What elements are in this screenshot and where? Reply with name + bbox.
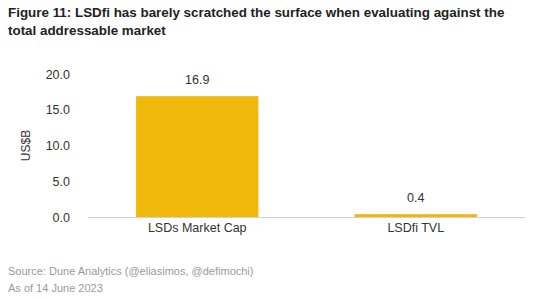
chart-canvas: 0.0 5.0 10.0 15.0 20.0 US$B LSDs Market Cap LSD…: [0, 0, 538, 300]
y-tick-label: 10.0: [46, 139, 70, 153]
y-axis-label: US$B: [19, 130, 33, 161]
y-tick-label: 5.0: [53, 175, 70, 189]
y-tick-label: 20.0: [46, 68, 70, 82]
data-label: 16.9: [185, 73, 209, 87]
bar: [355, 214, 477, 217]
y-tick-label: 0.0: [53, 211, 70, 225]
bar: [136, 96, 258, 217]
chart-title: Figure 11: LSDfi has barely scratched th…: [8, 4, 534, 40]
data-label: 0.4: [407, 191, 424, 205]
x-axis-line: [88, 217, 525, 218]
x-tick-label: LSDs Market Cap: [148, 221, 247, 235]
source-note: As of 14 June 2023: [8, 282, 103, 294]
y-tick-label: 15.0: [46, 103, 70, 117]
source-note: Source: Dune Analytics (@eliasimos, @def…: [8, 265, 253, 277]
bars: [136, 96, 477, 217]
x-tick-label: LSDfi TVL: [387, 221, 444, 235]
